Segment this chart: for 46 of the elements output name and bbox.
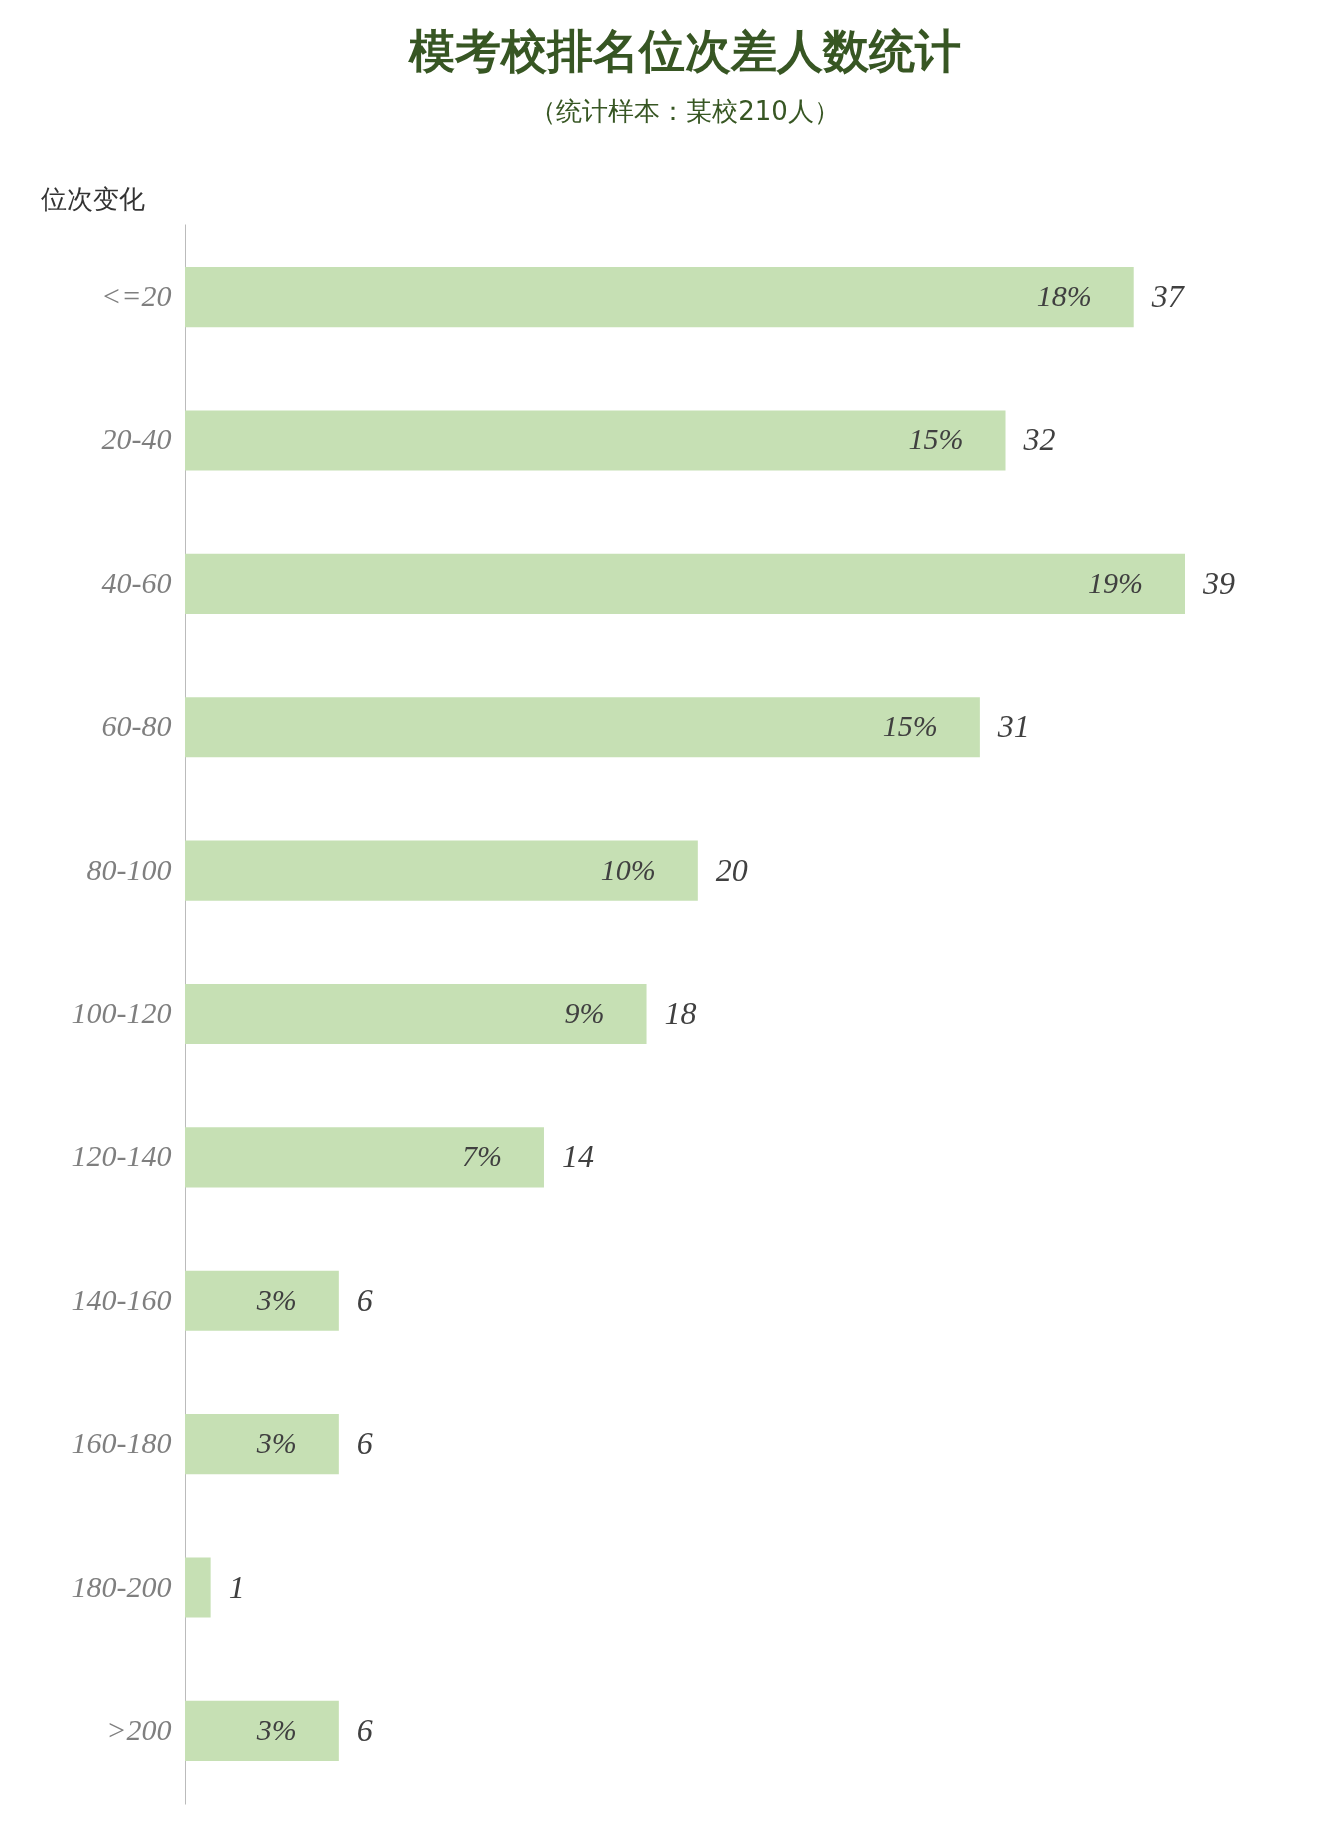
data-label: 6 [356, 1425, 373, 1462]
y-tick-label: 40-60 [101, 565, 172, 599]
annotation: 3% [255, 1282, 297, 1316]
data-label: 31 [996, 708, 1030, 745]
data-label: 20 [715, 851, 748, 888]
bar [185, 1700, 339, 1761]
annotation: 19% [1088, 565, 1143, 599]
data-label: 14 [561, 1138, 594, 1175]
annotation: 10% [600, 852, 656, 886]
y-axis-title: 位次变化 [40, 183, 145, 214]
data-label: 37 [1150, 278, 1186, 315]
annotation: 15% [908, 422, 964, 456]
y-tick-label: 100-120 [71, 996, 172, 1029]
annotation: 18% [1036, 279, 1092, 313]
bar [185, 1414, 339, 1475]
y-tick-label: 180-200 [71, 1569, 172, 1603]
data-label: 32 [1022, 421, 1056, 458]
chart-title: 模考校排名位次差人数统计 [407, 24, 961, 78]
chart-subtitle: （统计样本：某校210人） [530, 96, 840, 126]
bar [185, 1270, 339, 1331]
data-label: 18 [664, 995, 697, 1031]
data-label: 6 [356, 1711, 373, 1748]
bar [185, 553, 1185, 614]
data-label: 39 [1202, 564, 1235, 601]
bar [185, 1557, 211, 1618]
y-tick-label: 20-40 [101, 422, 172, 456]
y-tick-label: 80-100 [86, 852, 172, 886]
bar [185, 1127, 544, 1188]
data-label: 1 [228, 1568, 245, 1605]
annotation: 9% [564, 996, 605, 1029]
y-tick-label: 140-160 [71, 1282, 172, 1316]
annotation: 3% [255, 1426, 297, 1460]
y-tick-label: 160-180 [71, 1426, 172, 1460]
bar [185, 840, 698, 901]
data-label: 6 [356, 1281, 373, 1318]
annotation: 3% [255, 1712, 297, 1746]
bar [185, 410, 1006, 471]
bar [185, 983, 647, 1045]
annotation: 7% [461, 1139, 502, 1173]
y-tick-label: 60-80 [101, 709, 172, 743]
y-tick-label: <=20 [101, 279, 172, 313]
y-tick-label: 120-140 [71, 1139, 172, 1173]
bar [185, 267, 1134, 328]
y-tick-label: >200 [106, 1712, 172, 1746]
bar [185, 697, 980, 758]
annotation: 15% [882, 709, 938, 743]
